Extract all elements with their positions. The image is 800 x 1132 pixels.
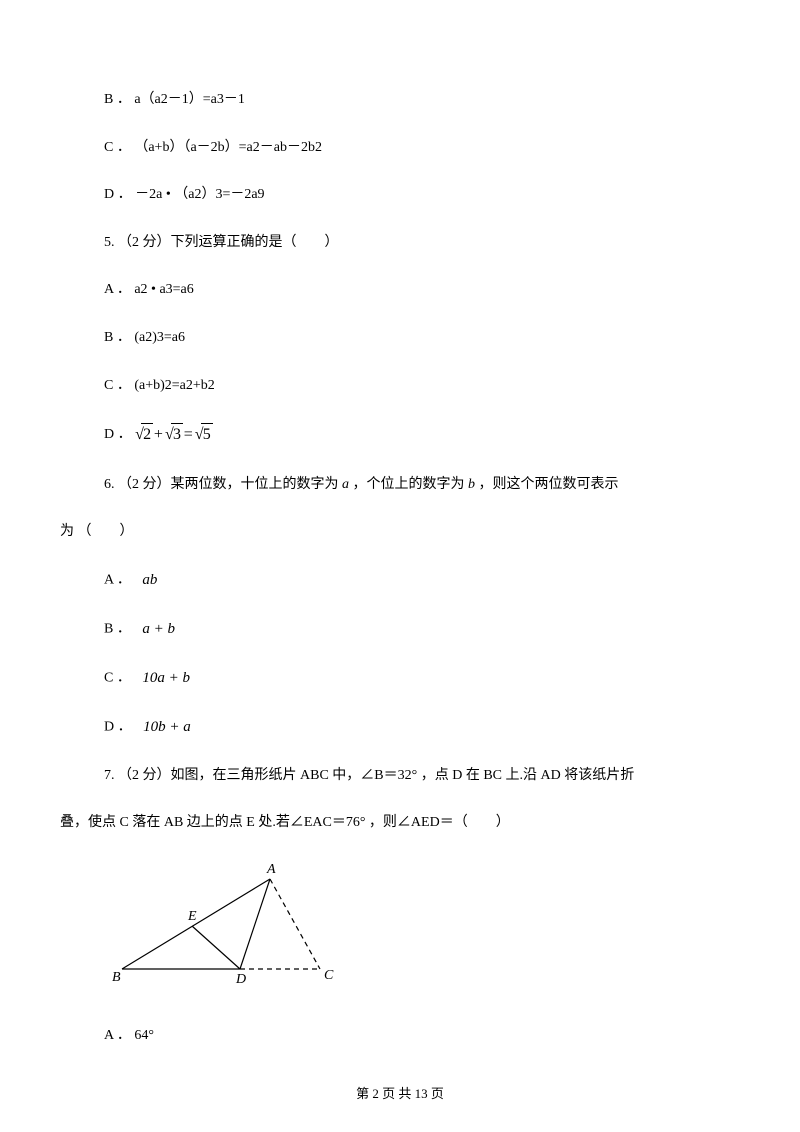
variable-a: a — [342, 475, 349, 495]
triangle-svg-icon: A B D C E — [110, 861, 340, 991]
q7-option-a: A ． 64° — [104, 1026, 740, 1046]
q7-stem-line2: 叠，使点 C 落在 AB 边上的点 E 处.若∠EAC＝76° ，则∠AED＝（… — [60, 813, 740, 833]
expr-a-plus-b: a + b — [142, 619, 175, 640]
q6-option-d: D ． 10b + a — [104, 717, 740, 738]
expr-ab: ab — [142, 570, 157, 591]
q6-stem-line1: 6. （2 分）某两位数，十位上的数字为 a ，个位上的数字为 b ，则这个两位… — [104, 475, 740, 495]
q6-option-c: C ． 10a + b — [104, 668, 740, 689]
q6-option-a-prefix: A ． — [104, 572, 131, 587]
svg-text:B: B — [112, 970, 121, 985]
q5-option-c: C ． (a+b)2=a2+b2 — [104, 376, 740, 396]
q6-stem-part-c: ，则这个两位数可表示 — [475, 477, 619, 492]
q5-stem: 5. （2 分）下列运算正确的是（ ） — [104, 233, 740, 253]
svg-text:E: E — [187, 909, 197, 924]
q5-option-a: A ． a2 • a3=a6 — [104, 280, 740, 300]
q5-option-b: B ． (a2)3=a6 — [104, 328, 740, 348]
q5-option-d-prefix: D ． — [104, 427, 132, 442]
q6-option-b-prefix: B ． — [104, 621, 131, 636]
page-content: B ． a（a2－1）=a3－1 C ． （a+b）（a－2b）=a2－ab－2… — [0, 0, 800, 1113]
q6-option-a: A ． ab — [104, 570, 740, 591]
sqrt-expression-icon: 2√ + 3√ = 5√ — [141, 426, 205, 443]
svg-text:D: D — [235, 972, 246, 987]
expr-10a-plus-b: 10a + b — [142, 668, 190, 689]
variable-b: b — [468, 475, 475, 495]
triangle-diagram: A B D C E — [110, 861, 740, 998]
q6-option-b: B ． a + b — [104, 619, 740, 640]
q4-option-d: D ． －2a • （a2）3=－2a9 — [104, 185, 740, 205]
svg-text:C: C — [324, 968, 334, 983]
q6-option-d-prefix: D ． — [104, 719, 132, 734]
q6-stem-part-a: 6. （2 分）某两位数，十位上的数字为 — [104, 477, 342, 492]
q6-option-c-prefix: C ． — [104, 670, 131, 685]
svg-text:A: A — [266, 862, 276, 877]
q7-stem-line1: 7. （2 分）如图，在三角形纸片 ABC 中，∠B＝32° ，点 D 在 BC… — [104, 766, 740, 786]
q6-stem-part-b: ，个位上的数字为 — [349, 477, 468, 492]
q5-option-d: D ． 2√ + 3√ = 5√ — [104, 423, 740, 446]
page-footer: 第 2 页 共 13 页 — [0, 1083, 800, 1102]
expr-10b-plus-a: 10b + a — [143, 717, 191, 738]
q4-option-c: C ． （a+b）（a－2b）=a2－ab－2b2 — [104, 138, 740, 158]
q6-stem-line2: 为 （ ） — [60, 522, 740, 542]
q4-option-b: B ． a（a2－1）=a3－1 — [104, 90, 740, 110]
